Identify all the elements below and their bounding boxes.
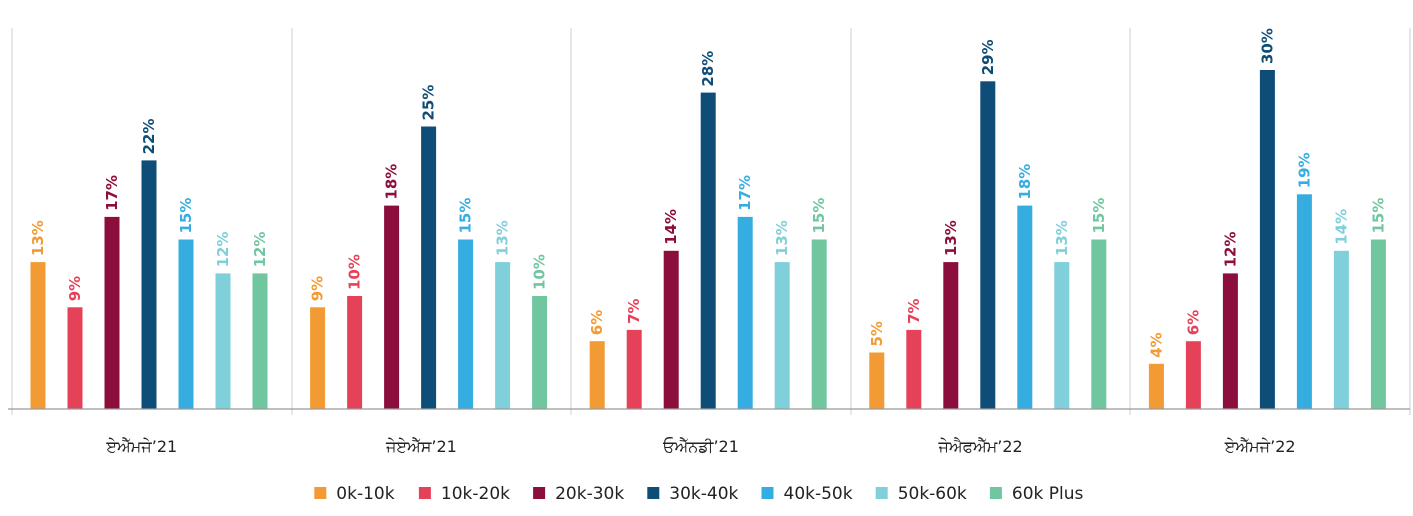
bar-value-label: 30%	[1258, 28, 1276, 64]
legend-label: 10k-20k	[441, 484, 510, 504]
bar	[1259, 70, 1275, 409]
bar	[1091, 239, 1107, 409]
bar-value-label: 15%	[457, 198, 475, 234]
legend-label: 20k-30k	[555, 484, 624, 504]
bar	[1017, 205, 1033, 409]
bar	[1333, 250, 1349, 409]
bar-value-label: 22%	[140, 118, 158, 154]
category-label: ਏਐੱਮਜੇ’22	[1224, 437, 1296, 456]
bar-value-label: 14%	[662, 209, 680, 245]
bar-value-label: 29%	[979, 39, 997, 75]
bar-value-label: 13%	[1053, 220, 1071, 256]
bar-value-label: 9%	[66, 276, 84, 301]
bar-value-label: 19%	[1295, 152, 1313, 188]
bar	[774, 262, 790, 409]
bar	[532, 296, 548, 409]
bar-value-label: 10%	[346, 254, 364, 290]
category-labels: ਏਐੱਮਜੇ’21 ਜੇਏਐੱਸ’21 ਓਐੱਨਡੀ’21 ਜੇਐਫਐੱਮ’22 ਏਐੱ…	[105, 437, 1295, 456]
bar	[663, 250, 679, 409]
legend-swatch	[875, 487, 888, 499]
bar-value-label: 7%	[625, 298, 643, 323]
bar	[943, 262, 959, 409]
bar-value-label: 10%	[531, 254, 549, 290]
bar	[700, 92, 716, 409]
bar-value-label: 13%	[29, 220, 47, 256]
bar-layer	[30, 70, 1386, 410]
bar-value-label: 12%	[1221, 231, 1239, 267]
bar	[869, 352, 885, 409]
legend-swatch	[314, 487, 327, 499]
bar	[252, 273, 268, 409]
bar	[215, 273, 231, 409]
bar	[347, 296, 363, 409]
bar-value-label: 15%	[177, 198, 195, 234]
bar-value-label: 9%	[309, 276, 327, 301]
bar	[737, 216, 753, 409]
bar	[1222, 273, 1238, 409]
bar	[1054, 262, 1070, 409]
bar-value-label: 12%	[214, 231, 232, 267]
bar	[811, 239, 827, 409]
bar	[178, 239, 194, 409]
bar	[30, 262, 46, 409]
bar	[906, 329, 922, 409]
bar	[104, 216, 120, 409]
bar	[495, 262, 511, 409]
bar	[310, 307, 326, 409]
legend-swatch	[647, 487, 660, 499]
bar-value-label: 5%	[868, 321, 886, 346]
bar-value-label: 12%	[251, 231, 269, 267]
group-dividers	[11, 28, 1411, 415]
bar	[1185, 341, 1201, 409]
category-label: ਏਐੱਮਜੇ’21	[105, 437, 177, 456]
legend: 0k-10k 10k-20k 20k-30k 30k-40k 40k-50k 50k-60…	[314, 484, 1084, 504]
bar-value-label: 17%	[736, 175, 754, 211]
bar	[1296, 194, 1312, 409]
bar-value-label: 17%	[103, 175, 121, 211]
bar-label-layer: 13% 9% 17% 22% 15% 12% 12% 9% 10% 18% 25% 15% 13% 10%…	[29, 28, 1387, 358]
legend-label: 60k Plus	[1012, 484, 1084, 504]
bar-value-label: 25%	[420, 85, 438, 121]
legend-label: 50k-60k	[898, 484, 967, 504]
bar-value-label: 6%	[1184, 310, 1202, 335]
category-label: ਜੇਏਐੱਸ’21	[385, 437, 457, 456]
bar	[458, 239, 474, 409]
bar-value-label: 18%	[1016, 164, 1034, 200]
bar-value-label: 14%	[1332, 209, 1350, 245]
bar-value-label: 6%	[588, 310, 606, 335]
bar-value-label: 13%	[773, 220, 791, 256]
legend-swatch	[533, 487, 546, 499]
bar-value-label: 15%	[810, 198, 828, 234]
bar	[67, 307, 83, 409]
bar	[1370, 239, 1386, 409]
legend-swatch	[761, 487, 774, 499]
bar-value-label: 13%	[494, 220, 512, 256]
bar	[384, 205, 400, 409]
legend-label: 0k-10k	[336, 484, 394, 504]
bar-value-label: 7%	[905, 298, 923, 323]
bar-value-label: 18%	[383, 164, 401, 200]
category-label: ਓਐੱਨਡੀ’21	[662, 437, 739, 456]
bar-value-label: 15%	[1369, 198, 1387, 234]
category-label: ਜੇਐਫਐੱਮ’22	[937, 437, 1022, 456]
bar-value-label: 4%	[1147, 332, 1165, 357]
bar-value-label: 13%	[942, 220, 960, 256]
bar	[141, 160, 157, 409]
legend-swatch	[989, 487, 1002, 499]
bar	[980, 81, 996, 410]
legend-label: 40k-50k	[784, 484, 853, 504]
bar	[626, 329, 642, 409]
bar-value-label: 15%	[1090, 198, 1108, 234]
legend-label: 30k-40k	[669, 484, 738, 504]
legend-swatch	[418, 487, 431, 499]
bar	[589, 341, 605, 409]
bar	[1148, 363, 1164, 409]
bar-value-label: 28%	[699, 51, 717, 87]
bar	[421, 126, 437, 409]
